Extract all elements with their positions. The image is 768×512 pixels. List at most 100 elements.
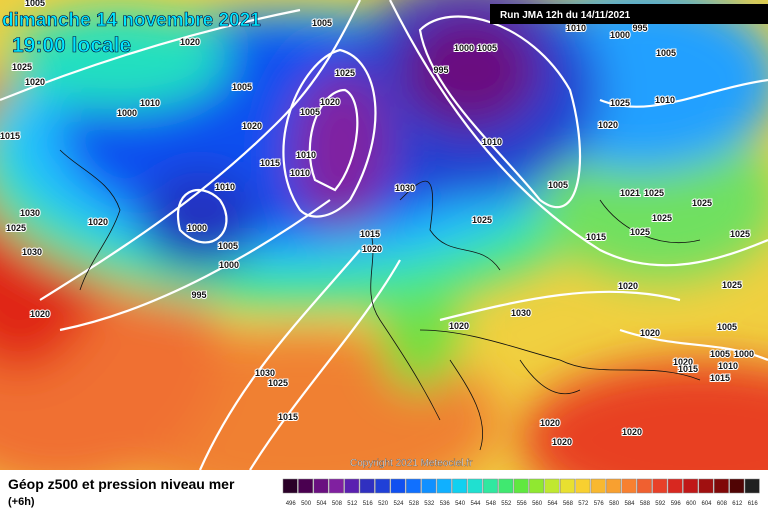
isobar-label: 1020 [540, 418, 560, 428]
scale-label: 516 [363, 501, 374, 507]
run-info: Run JMA 12h du 14/11/2021 [500, 10, 631, 21]
isobar-label: 1030 [22, 247, 42, 257]
isobar-label: 1005 [25, 0, 45, 8]
scale-cell [375, 478, 391, 494]
scale-label: 496 [286, 501, 297, 507]
isobar-label: 1020 [362, 244, 382, 254]
scale-label: 524 [393, 501, 404, 507]
scale-label: 556 [517, 501, 528, 507]
scale-cell [713, 478, 729, 494]
isobar-label: 1015 [586, 232, 606, 242]
isobar-label: 1000 [610, 30, 630, 40]
scale-label: 560 [532, 501, 543, 507]
scale-cell [359, 478, 375, 494]
isobar-label: 1025 [730, 229, 750, 239]
scale-label: 548 [486, 501, 497, 507]
isobar-label: 1005 [300, 107, 320, 117]
scale-label: 612 [732, 501, 743, 507]
scale-label: 528 [409, 501, 420, 507]
isobar-label: 1020 [242, 121, 262, 131]
isobar-label: 1025 [12, 62, 32, 72]
isobar-label: 995 [191, 290, 206, 300]
scale-label: 540 [455, 501, 466, 507]
isobar-label: 1010 [566, 23, 586, 33]
isobar-label: 1025 [268, 378, 288, 388]
scale-label: 608 [717, 501, 728, 507]
scale-cell [729, 478, 745, 494]
isobar-label: 1020 [25, 77, 45, 87]
isobar-label: 1025 [6, 223, 26, 233]
scale-cell [606, 478, 622, 494]
scale-label: 544 [470, 501, 481, 507]
isobar-label: 1020 [622, 427, 642, 437]
isobar-label: 1025 [610, 98, 630, 108]
copyright: Copyright 2021 Meteociel.fr [350, 458, 473, 469]
isobar-label: 1005 [218, 241, 238, 251]
isobar-label: 1020 [180, 37, 200, 47]
scale-cell [344, 478, 360, 494]
scale-label: 500 [301, 501, 312, 507]
scale-cell [482, 478, 498, 494]
isobar-label: 1015 [360, 229, 380, 239]
isobar-label: 1000 [187, 223, 207, 233]
isobar-label: 1030 [511, 308, 531, 318]
scale-label: 532 [424, 501, 435, 507]
run-box [490, 4, 768, 24]
isobar-label: 1000 [734, 349, 754, 359]
isobar-label: 1020 [449, 321, 469, 331]
coastlines [59, 149, 701, 451]
scale-label: 536 [440, 501, 451, 507]
scale-label: 508 [332, 501, 343, 507]
isobar-label: 1020 [673, 357, 693, 367]
isobar-labels: 1005102510201015102010051010100010201015… [0, 0, 755, 448]
scale-cell [328, 478, 344, 494]
scale-label: 616 [748, 501, 759, 507]
isobar-label: 1030 [395, 183, 415, 193]
scale-cell [436, 478, 452, 494]
isobar-label: 1025 [644, 188, 664, 198]
scale-cell [498, 478, 514, 494]
isobar-label: 1015 [278, 412, 298, 422]
time-title: 19:00 locale [12, 34, 131, 57]
scale-label: 512 [347, 501, 358, 507]
footer-step: (+6h) [8, 496, 35, 508]
scale-cell [744, 478, 760, 494]
isobar-label: 1010 [215, 182, 235, 192]
isobar-label: 1015 [260, 158, 280, 168]
scale-label: 504 [316, 501, 327, 507]
scale-cell [405, 478, 421, 494]
scale-label: 520 [378, 501, 389, 507]
scale-cell [513, 478, 529, 494]
scale-cell [452, 478, 468, 494]
isobar-label: 1005 [717, 322, 737, 332]
isobar-label: 1005 [312, 18, 332, 28]
scale-cell [467, 478, 483, 494]
isobar-label: 1000 [219, 260, 239, 270]
scale-cell [667, 478, 683, 494]
isobar-label: 1025 [652, 213, 672, 223]
isobar-label: 1005 [656, 48, 676, 58]
isobar-label: 1010 [655, 95, 675, 105]
isobar-label: 1000 [117, 108, 137, 118]
footer-title: Géop z500 et pression niveau mer [8, 476, 235, 492]
isobar-label: 1025 [630, 227, 650, 237]
isobar-label: 1025 [722, 280, 742, 290]
scale-cell [590, 478, 606, 494]
isobar-label: 1015 [678, 364, 698, 374]
scale-cell [559, 478, 575, 494]
scale-label: 592 [655, 501, 666, 507]
scale-label: 600 [686, 501, 697, 507]
isobar-label: 1020 [30, 309, 50, 319]
scale-cell [298, 478, 314, 494]
isobar-label: 1020 [552, 437, 572, 447]
isobar-label: 1020 [618, 281, 638, 291]
isobar-label: 1025 [692, 198, 712, 208]
isobar-label: 1010 [718, 361, 738, 371]
date-title: dimanche 14 novembre 2021 [2, 10, 261, 31]
isobar-label: 1015 [710, 373, 730, 383]
isobar-label: 1010 [296, 150, 316, 160]
isobar-label: 1025 [335, 68, 355, 78]
scale-cell [421, 478, 437, 494]
isobar-label: 1030 [20, 208, 40, 218]
